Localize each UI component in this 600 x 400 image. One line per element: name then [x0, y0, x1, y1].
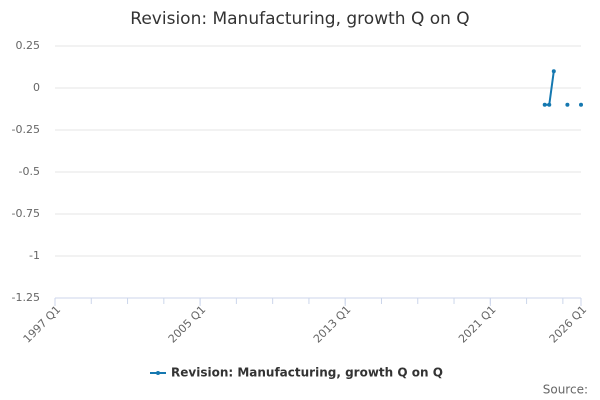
y-tick-label: -1 — [29, 249, 40, 262]
x-tick-label: 1997 Q1 — [21, 303, 64, 346]
x-tick-label: 2021 Q1 — [456, 303, 499, 346]
y-tick-label: -0.5 — [19, 165, 40, 178]
chart-title: Revision: Manufacturing, growth Q on Q — [130, 9, 469, 29]
point — [542, 102, 547, 107]
y-tick-label: 0.25 — [16, 39, 41, 52]
y-tick-label: -0.25 — [12, 123, 40, 136]
point — [547, 102, 552, 107]
x-tick-label: 2013 Q1 — [311, 303, 354, 346]
point — [579, 102, 583, 107]
x-tick-label: 2026 Q1 — [547, 303, 590, 346]
y-tick-label: -1.25 — [12, 291, 40, 304]
source: Source: — [543, 383, 588, 397]
legend-label: Revision: Manufacturing, growth Q on Q — [171, 366, 443, 380]
point — [551, 69, 556, 74]
x-tick-label: 2005 Q1 — [166, 303, 209, 346]
legend-symbol-dot — [156, 371, 160, 375]
y-tick-label: -0.75 — [12, 207, 40, 220]
y-tick-label: 0 — [33, 81, 40, 94]
point — [565, 102, 570, 107]
